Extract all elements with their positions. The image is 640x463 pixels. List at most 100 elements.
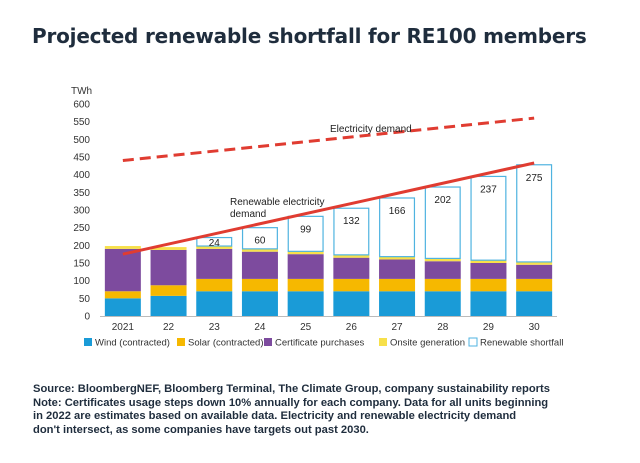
note-line: Note: Certificates usage steps down 10% … <box>33 396 549 409</box>
bar-segment <box>104 298 141 316</box>
y-tick-label: 250 <box>73 223 90 234</box>
bar-segment <box>333 291 370 316</box>
y-tick-label: 150 <box>73 259 90 270</box>
y-tick-label: 350 <box>73 188 90 199</box>
note-line: in 2022 are estimates based on available… <box>33 410 517 423</box>
bar-segment <box>241 227 278 250</box>
y-tick-label: 450 <box>73 153 90 164</box>
bar-segment <box>150 295 187 316</box>
bar-segment <box>424 261 461 279</box>
bar-segment <box>150 247 187 250</box>
bar-segment <box>287 291 324 316</box>
legend-swatch <box>84 338 92 346</box>
renewable-demand-line <box>122 161 535 256</box>
bar-segment <box>424 186 461 260</box>
data-label: 166 <box>389 206 406 217</box>
bar-segment <box>150 249 187 286</box>
bar-segment <box>104 291 141 299</box>
bar-segment <box>470 278 507 292</box>
bar-segment <box>516 278 553 292</box>
y-tick-label: 600 <box>73 100 90 111</box>
y-tick-label: 100 <box>73 276 90 287</box>
y-tick-label: 300 <box>73 206 90 217</box>
bar-segment <box>196 236 233 247</box>
bar-segment <box>333 207 370 256</box>
legend-swatch <box>468 337 478 347</box>
bar-segment <box>333 257 370 279</box>
bar-segment <box>196 278 233 292</box>
bar-segment <box>516 291 553 316</box>
bar-segment <box>470 260 507 263</box>
legend-label: Renewable shortfall <box>480 338 563 349</box>
y-tick-label: 400 <box>73 170 90 181</box>
bar-segment <box>516 264 553 279</box>
x-tick-label: 2021 <box>112 322 135 333</box>
bar-segment <box>333 278 370 292</box>
bar-segment <box>333 254 370 258</box>
bar-segment <box>379 197 416 258</box>
note-line: don't intersect, as some companies have … <box>33 423 369 436</box>
bar-segment <box>241 291 278 316</box>
y-tick-label: 500 <box>73 135 90 146</box>
data-label: 24 <box>209 238 221 249</box>
data-label: 99 <box>300 224 312 235</box>
bar-segment <box>287 215 324 252</box>
y-axis-label: TWh <box>71 86 92 97</box>
bar-segment <box>424 258 461 262</box>
data-label: 202 <box>434 195 451 206</box>
x-tick-label: 27 <box>391 322 403 333</box>
bar-segment <box>379 291 416 316</box>
legend-label: Onsite generation <box>390 338 465 349</box>
y-tick-label: 550 <box>73 117 90 128</box>
bar-segment <box>516 164 553 263</box>
legend-swatch <box>177 338 185 346</box>
legend-swatch <box>379 338 387 346</box>
x-tick-label: 29 <box>483 322 495 333</box>
y-tick-label: 200 <box>73 241 90 252</box>
bar-segment <box>196 246 233 249</box>
bar-segment <box>196 248 233 279</box>
legend-label: Certificate purchases <box>275 338 364 349</box>
renewable-demand-label: demand <box>230 209 266 220</box>
data-label: 132 <box>343 216 360 227</box>
bar-segment <box>104 248 141 292</box>
data-label: 275 <box>526 173 543 184</box>
renewable-demand-label: Renewable electricity <box>230 197 325 208</box>
legend-swatch <box>264 338 272 346</box>
electricity-demand-line <box>122 116 535 163</box>
bar-segment <box>379 278 416 292</box>
legend-label: Solar (contracted) <box>188 338 264 349</box>
bar-segment <box>516 261 553 265</box>
bar-segment <box>287 251 324 255</box>
data-label: 60 <box>254 236 266 247</box>
bar-segment <box>470 291 507 316</box>
bar-segment <box>241 278 278 292</box>
chart-notes: Source: BloombergNEF, Bloomberg Terminal… <box>33 383 608 437</box>
bar-segment <box>150 285 187 296</box>
x-tick-label: 22 <box>163 322 175 333</box>
bar-segment <box>104 246 141 249</box>
bar-segment <box>470 175 507 261</box>
bar-segment <box>379 259 416 279</box>
chart: 0 50 100 150 200 250 300 350 400 450 500 550 600 TWh 2… <box>71 86 563 349</box>
electricity-demand-label: Electricity demand <box>330 124 412 135</box>
source-line: Source: BloombergNEF, Bloomberg Terminal… <box>33 383 550 395</box>
x-tick-label: 23 <box>209 322 221 333</box>
bar-segment <box>287 254 324 279</box>
x-tick-label: 25 <box>300 322 312 333</box>
data-label: 237 <box>480 184 497 195</box>
bar-segment <box>379 256 416 260</box>
chart-title: Projected renewable shortfall for RE100 … <box>32 24 587 48</box>
y-tick-label: 50 <box>79 294 91 305</box>
legend-label: Wind (contracted) <box>95 338 170 349</box>
x-tick-label: 28 <box>437 322 449 333</box>
x-tick-label: 24 <box>254 322 266 333</box>
bar-segment <box>287 278 324 292</box>
bar-segment <box>470 263 507 279</box>
bar-segment <box>424 291 461 316</box>
bar-segment <box>196 291 233 316</box>
bar-segment <box>424 278 461 292</box>
x-tick-label: 30 <box>529 322 541 333</box>
y-tick-label: 0 <box>84 312 90 323</box>
bar-segment <box>241 251 278 279</box>
